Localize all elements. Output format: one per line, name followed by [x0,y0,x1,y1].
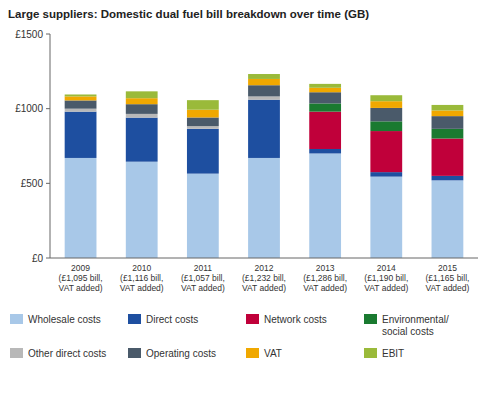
bar-segment [248,158,280,258]
chart: Large suppliers: Domestic dual fuel bill… [0,0,486,396]
legend-swatch [246,314,259,324]
y-tick-label: £1500 [15,29,43,40]
bar-segment [187,117,219,126]
bar-segment [370,177,402,258]
legend-swatch [246,348,259,358]
bar-segment [248,100,280,158]
bar-segment [370,95,402,101]
bar-segment [126,91,158,98]
bar-segment [187,174,219,258]
bar-segment [187,129,219,174]
legend-swatch [10,348,23,358]
bar-segment [370,108,402,121]
y-tick [46,183,50,184]
bar-segment [65,112,97,158]
legend-label: Environmental/social costs [382,314,449,337]
bar-segment [126,98,158,104]
bar-segment [65,94,97,96]
legend-label: Operating costs [146,348,216,359]
x-axis-line [50,258,478,259]
bar-segment [309,153,341,258]
x-tick-label: 2009(£1,095 bill,VAT added) [59,263,103,293]
bar-segment [309,84,341,88]
x-tick-label: 2013(£1,286 bill,VAT added) [303,263,347,293]
y-tick-label: £500 [21,178,44,189]
legend-swatch [128,314,141,324]
y-axis-line [50,34,51,258]
bar-segment [370,101,402,108]
bar-segment [432,116,464,129]
x-tick-label: 2011(£1,057 bill,VAT added) [181,263,225,293]
bar-segment [248,79,280,85]
title: Large suppliers: Domestic dual fuel bill… [8,8,369,20]
bar-segment [248,96,280,99]
legend-label: VAT [264,348,282,359]
bar-segment [126,162,158,258]
y-tick [46,258,50,259]
legend-label: Wholesale costs [28,314,101,325]
bar-segment [432,139,464,176]
legend-label: Other direct costs [28,348,106,359]
legend-swatch [364,348,377,358]
legend-swatch [364,314,377,324]
x-tick-label: 2014(£1,190 bill,VAT added) [364,263,408,293]
bar-segment [432,110,464,116]
legend-label: Direct costs [146,314,198,325]
y-tick-label: £1000 [15,103,43,114]
legend-swatch [10,314,23,324]
bar-segment [187,126,219,129]
x-tick-label: 2012(£1,232 bill,VAT added) [242,263,286,293]
legend-label: Network costs [264,314,327,325]
bar-segment [309,103,341,111]
y-axis: £0 £500 £1000 £1500 [15,29,50,264]
bar-segment [126,104,158,114]
bar-segment [187,100,219,110]
bar-segment [248,74,280,79]
bar-segment [309,149,341,153]
y-tick-label: £0 [32,253,44,264]
bar-segment [432,129,464,139]
legend: Wholesale costs Direct costs Network costs… [10,314,449,359]
bar-segment [432,105,464,111]
bar-segment [370,131,402,172]
bars [65,74,464,258]
bar-segment [370,172,402,176]
bar-segment [65,109,97,112]
bar-segment [370,121,402,131]
bar-segment [248,85,280,96]
bar-segment [65,100,97,108]
bar-segment [187,110,219,118]
y-tick [46,108,50,109]
bar-segment [126,114,158,118]
legend-label: EBIT [382,348,404,359]
bar-segment [309,92,341,103]
bar-segment [65,96,97,100]
bar-segment [65,158,97,258]
bar-segment [126,118,158,162]
bar-segment [432,180,464,258]
bar-segment [309,88,341,92]
x-tick-label: 2015(£1,165 bill,VAT added) [425,263,469,293]
bar-segment [309,112,341,149]
y-tick [46,34,50,35]
bar-segment [432,176,464,180]
legend-swatch [128,348,141,358]
x-axis: 2009(£1,095 bill,VAT added) 2010(£1,116 b… [59,263,470,293]
x-tick-label: 2010(£1,116 bill,VAT added) [120,263,164,293]
